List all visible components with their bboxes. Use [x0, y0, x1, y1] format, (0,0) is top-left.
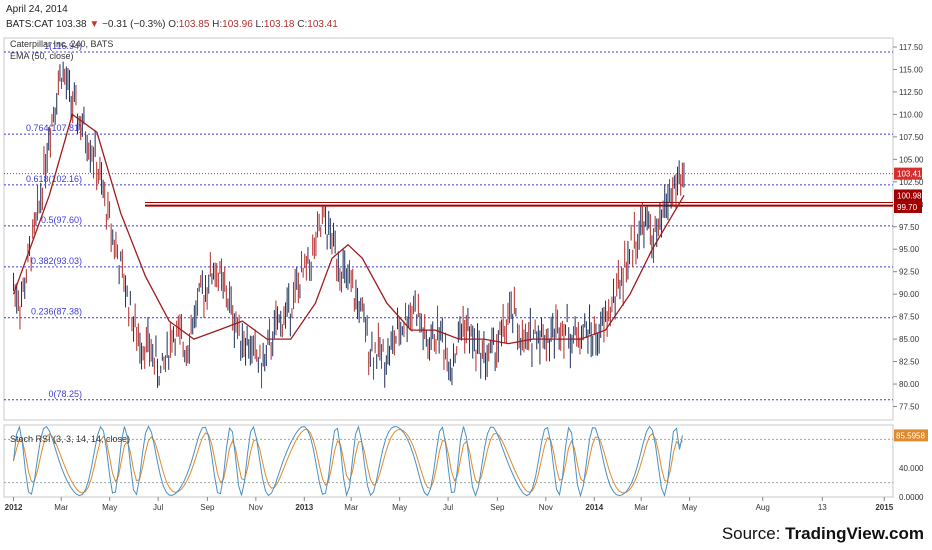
open-label: O: [168, 19, 179, 30]
y-tick-label: 77.50 [899, 403, 920, 412]
x-tick-label: 13 [818, 503, 827, 512]
y-tick-label: 117.50 [899, 43, 923, 52]
ema-label: EMA (50, close) [10, 51, 74, 61]
x-tick-label: 2013 [295, 503, 313, 512]
x-tick-label: Mar [344, 503, 358, 512]
x-tick-label: Sep [490, 503, 505, 512]
stoch-k-line [13, 425, 683, 498]
close-label: C: [297, 19, 308, 30]
y-tick-label: 95.00 [899, 245, 920, 254]
y-tick-label: 112.50 [899, 88, 923, 97]
y-tick-label: 107.50 [899, 133, 924, 142]
fib-level-label: 0.236(87.38) [31, 307, 82, 317]
change-value: −0.31 (−0.3%) [102, 19, 166, 30]
price-tag-box [894, 189, 922, 202]
price-tag-label: 103.41 [897, 170, 922, 179]
price-tag-box [894, 200, 922, 213]
x-tick-label: Mar [634, 503, 648, 512]
close-value: 103.41 [307, 19, 338, 30]
price-tag-label: 100.98 [897, 191, 922, 200]
y-tick-label: 115.00 [899, 65, 923, 74]
stoch-value-label: 85.5958 [896, 431, 925, 440]
y-tick-label: 102.50 [899, 178, 924, 187]
stoch-value-box [894, 429, 928, 442]
down-arrow-icon: ▼ [89, 19, 100, 30]
x-tick-label: Nov [539, 503, 553, 512]
open-value: 103.85 [178, 19, 210, 30]
y-tick-label: 85.00 [899, 335, 920, 344]
x-tick-label: Nov [249, 503, 263, 512]
symbol-label[interactable]: BATS:CAT [6, 19, 54, 30]
low-value: 103.18 [263, 19, 295, 30]
fib-level-label: 1(116.94) [44, 41, 82, 51]
ohlc-header: BATS:CAT 103.38 ▼ −0.31 (−0.3%) O:103.85… [6, 19, 338, 30]
price-tag-box [894, 167, 922, 180]
fib-level-label: 0(78.25) [48, 389, 82, 399]
y-tick-label: 82.50 [899, 358, 920, 367]
x-tick-label: 2015 [875, 503, 893, 512]
fib-level-label: 0.382(93.03) [31, 256, 82, 266]
x-tick-label: Jul [443, 503, 453, 512]
chart-date: April 24, 2014 [6, 4, 68, 15]
fib-level-label: 0.5(97.60) [41, 215, 82, 225]
y-tick-label: 80.00 [899, 380, 920, 389]
y-tick-label: 105.00 [899, 155, 924, 164]
stoch-y-tick-label: 40.000 [899, 464, 924, 473]
ema-line [12, 113, 685, 345]
x-tick-label: May [102, 503, 117, 512]
y-tick-label: 92.50 [899, 268, 920, 277]
x-tick-label: Jul [153, 503, 163, 512]
y-tick-label: 97.50 [899, 223, 920, 232]
x-tick-label: 2012 [5, 503, 23, 512]
high-label: H: [212, 19, 223, 30]
stoch-pane[interactable] [3, 424, 894, 498]
price-tag-label: 99.70 [897, 203, 918, 212]
low-label: L: [255, 19, 264, 30]
x-tick-label: May [392, 503, 407, 512]
source-prefix: Source: [721, 524, 786, 543]
x-tick-label: May [682, 503, 697, 512]
last-price-value: 103.38 [56, 19, 87, 30]
x-tick-label: Aug [756, 503, 770, 512]
pane-title: Caterpillar Inc, 240, BATS [10, 39, 113, 49]
x-tick-label: Sep [200, 503, 215, 512]
stoch-title: Stoch RSI (3, 3, 14, 14, close) [10, 434, 130, 444]
price-bars [13, 61, 685, 389]
y-tick-label: 90.00 [899, 290, 920, 299]
y-tick-label: 110.00 [899, 110, 923, 119]
fib-level-label: 0.764(107.81) [26, 123, 82, 133]
x-tick-label: 2014 [585, 503, 603, 512]
stoch-d-line [13, 428, 683, 494]
high-value: 103.96 [222, 19, 253, 30]
price-pane[interactable] [3, 37, 894, 421]
stoch-y-tick-label: 0.0000 [899, 493, 924, 502]
y-tick-label: 87.50 [899, 313, 920, 322]
x-tick-label: Mar [54, 503, 68, 512]
source-brand[interactable]: TradingView.com [785, 524, 924, 543]
source-credit: Source: TradingView.com [722, 524, 924, 544]
